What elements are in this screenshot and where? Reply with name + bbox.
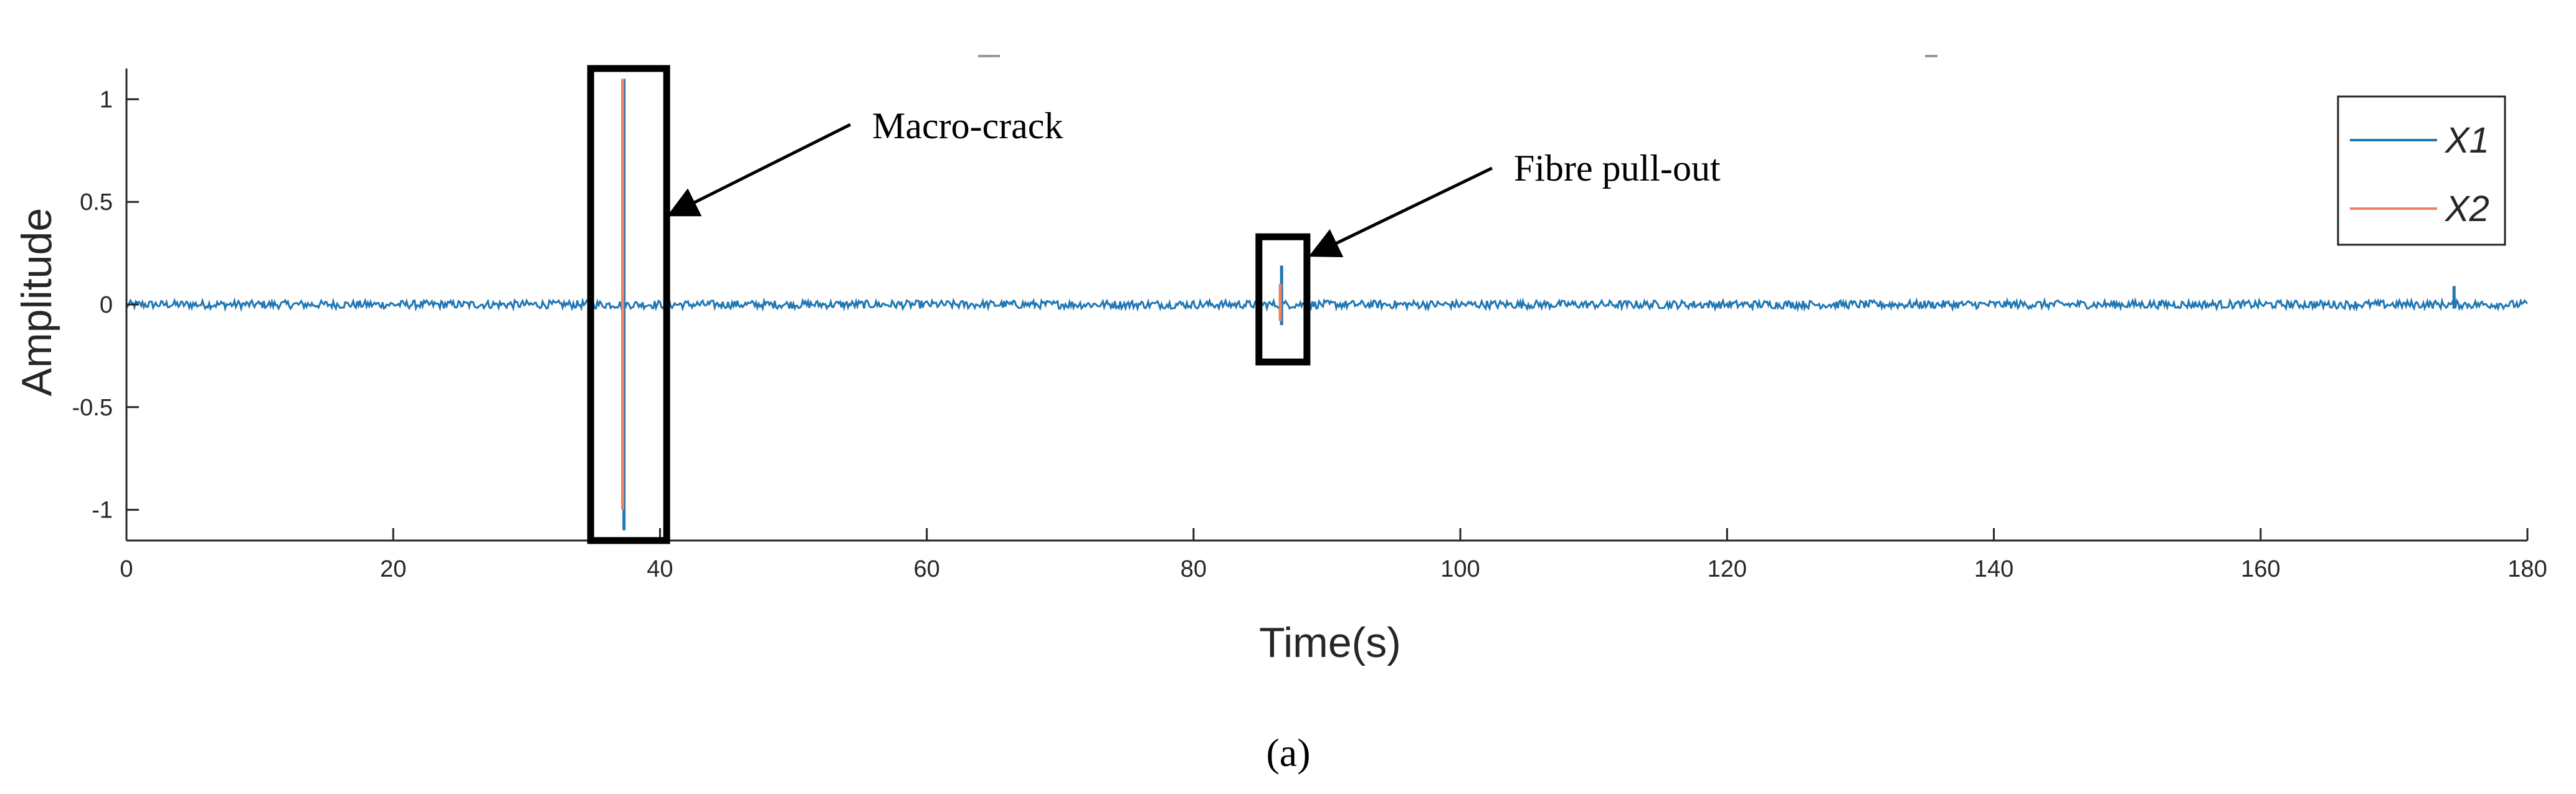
series-x2 bbox=[620, 78, 1282, 510]
annotation-layer: Macro-crack Fibre pull-out bbox=[587, 65, 1721, 544]
y-tick-label: -0.5 bbox=[72, 395, 113, 421]
x-tick-label: 120 bbox=[1708, 556, 1747, 582]
x-tick-label: 0 bbox=[120, 556, 133, 582]
legend: X1 X2 bbox=[2337, 95, 2506, 246]
legend-label-x2: X2 bbox=[2444, 189, 2489, 229]
annotation-box-1 bbox=[587, 65, 670, 544]
y-tick-label: 0.5 bbox=[80, 189, 113, 215]
annotation-box-2 bbox=[1255, 233, 1311, 366]
y-axis-label: Amplitude bbox=[13, 208, 60, 396]
legend-label-x1: X1 bbox=[2444, 120, 2489, 161]
series-x1-line bbox=[125, 297, 2528, 313]
y-ticks: 1 0.5 0 -0.5 -1 bbox=[72, 87, 139, 524]
legend-box bbox=[2337, 95, 2506, 246]
figure-caption: (a) bbox=[1266, 730, 1310, 775]
x-tick-label: 180 bbox=[2507, 556, 2547, 582]
annotation-label-2: Fibre pull-out bbox=[1514, 148, 1721, 189]
annotation-label-1: Macro-crack bbox=[872, 105, 1063, 146]
x-tick-label: 60 bbox=[914, 556, 940, 582]
annotation-arrow-2 bbox=[1308, 166, 1493, 257]
y-tick-label: -1 bbox=[92, 498, 113, 524]
annotation-arrow-1 bbox=[667, 123, 852, 217]
x-tick-label: 160 bbox=[2241, 556, 2280, 582]
y-tick-label: 0 bbox=[100, 292, 113, 318]
y-tick-label: 1 bbox=[100, 87, 113, 113]
x-axis-label: Time(s) bbox=[1259, 619, 1401, 666]
series-layer bbox=[125, 78, 2528, 531]
x-tick-label: 80 bbox=[1181, 556, 1207, 582]
x-ticks: 0 20 40 60 80 100 120 140 160 180 bbox=[120, 528, 2547, 582]
x-tick-label: 20 bbox=[380, 556, 406, 582]
series-x1 bbox=[125, 78, 2528, 531]
x-tick-label: 100 bbox=[1440, 556, 1480, 582]
legend-entries: X1 X2 bbox=[2350, 120, 2489, 229]
x-tick-label: 140 bbox=[1974, 556, 2013, 582]
x-tick-label: 40 bbox=[647, 556, 673, 582]
